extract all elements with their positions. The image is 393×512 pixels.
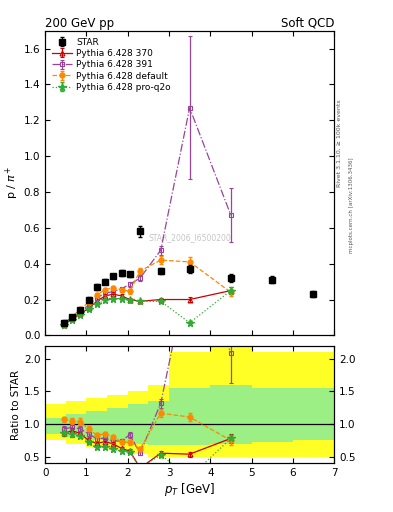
Text: Rivet 3.1.10, ≥ 100k events: Rivet 3.1.10, ≥ 100k events (336, 99, 341, 187)
Text: mcplots.cern.ch [arXiv:1306.3436]: mcplots.cern.ch [arXiv:1306.3436] (349, 157, 354, 252)
Legend: STAR, Pythia 6.428 370, Pythia 6.428 391, Pythia 6.428 default, Pythia 6.428 pro: STAR, Pythia 6.428 370, Pythia 6.428 391… (50, 35, 173, 95)
Text: 200 GeV pp: 200 GeV pp (45, 16, 114, 30)
Y-axis label: Ratio to STAR: Ratio to STAR (11, 370, 21, 439)
Text: Soft QCD: Soft QCD (281, 16, 334, 30)
Y-axis label: p / $\pi^{+}$: p / $\pi^{+}$ (4, 167, 21, 199)
X-axis label: $p_T$ [GeV]: $p_T$ [GeV] (164, 481, 215, 498)
Text: STAR_2006_I6500200: STAR_2006_I6500200 (148, 233, 231, 242)
